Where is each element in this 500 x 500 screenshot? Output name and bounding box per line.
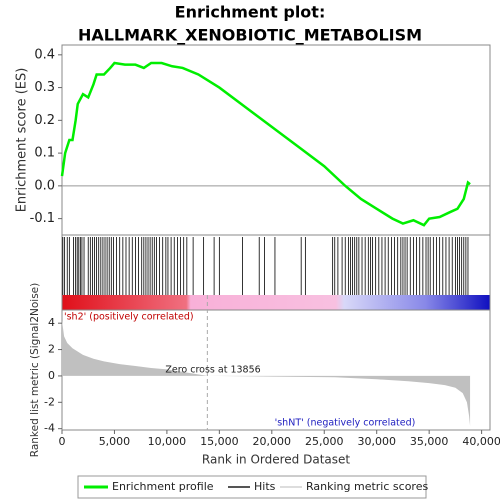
x-tick-label: 25,000 xyxy=(305,435,344,448)
y-tick-label: 0.4 xyxy=(34,47,55,62)
legend-label: Enrichment profile xyxy=(112,480,214,493)
rank-color-bar xyxy=(62,295,490,310)
y-tick-label: -4 xyxy=(44,422,55,435)
annotation: Zero cross at 13856 xyxy=(165,365,260,376)
y-tick-label: 2 xyxy=(48,343,55,356)
legend-label: Hits xyxy=(254,480,276,493)
y-tick-label: 4 xyxy=(48,316,55,329)
x-tick-label: 0 xyxy=(59,435,66,448)
x-tick-label: 20,000 xyxy=(253,435,292,448)
y-tick-label: 0.1 xyxy=(34,146,55,161)
x-tick-label: 40,000 xyxy=(462,435,500,448)
y-tick-label: 0.2 xyxy=(34,113,55,128)
annotation: 'sh2' (positively correlated) xyxy=(64,312,194,323)
metric-area xyxy=(62,320,471,427)
y-axis-label: Ranked list metric (Signal2Noise) xyxy=(29,283,41,458)
x-tick-label: 30,000 xyxy=(357,435,396,448)
y-tick-label: 0 xyxy=(48,369,55,382)
es-panel xyxy=(61,44,491,236)
y-tick-label: -0.1 xyxy=(30,211,55,226)
legend-label: Ranking metric scores xyxy=(306,480,428,493)
x-tick-label: 35,000 xyxy=(410,435,449,448)
legend xyxy=(77,475,427,499)
y-tick-label: 0.0 xyxy=(34,178,55,193)
annotation: 'shNT' (negatively correlated) xyxy=(275,418,416,429)
x-axis-label: Rank in Ordered Dataset xyxy=(202,453,350,467)
y-tick-label: 0.3 xyxy=(34,80,55,95)
chart-title: Enrichment plot: xyxy=(175,3,326,22)
x-tick-label: 5,000 xyxy=(99,435,131,448)
x-tick-label: 10,000 xyxy=(148,435,187,448)
es-line xyxy=(60,61,471,227)
y-axis-label: Enrichment score (ES) xyxy=(15,68,30,213)
x-tick-label: 15,000 xyxy=(200,435,239,448)
chart-title: HALLMARK_XENOBIOTIC_METABOLISM xyxy=(78,26,422,45)
y-tick-label: -2 xyxy=(44,395,55,408)
